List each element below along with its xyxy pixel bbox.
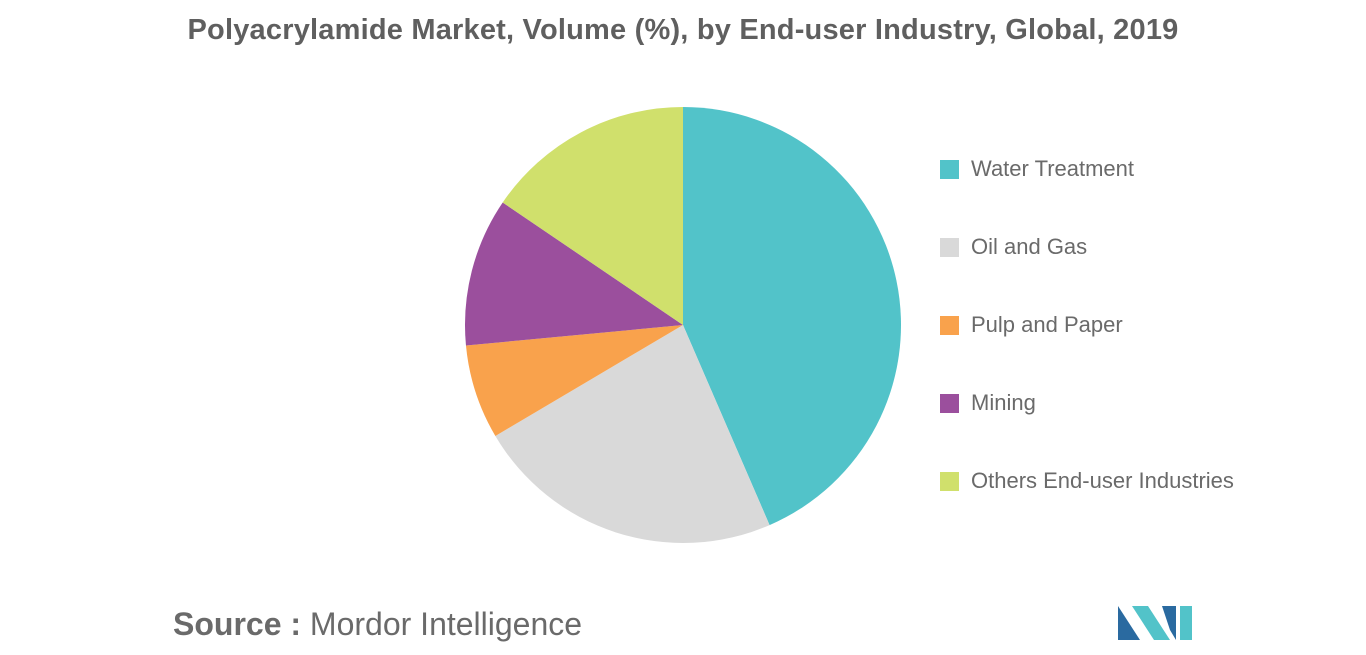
pie-slice-others-end-user-industries [502, 107, 683, 325]
legend-label: Mining [971, 390, 1036, 415]
pie-slice-oil-and-gas [495, 325, 770, 543]
pie-slices [465, 107, 901, 543]
legend-label: Pulp and Paper [971, 312, 1123, 337]
legend-label: Oil and Gas [971, 234, 1088, 259]
chart-title: Polyacrylamide Market, Volume (%), by En… [187, 14, 1179, 46]
pie-slice-mining [465, 202, 683, 346]
chart-legend: Water Treatment Oil and Gas Pulp and Paper… [940, 152, 1234, 542]
logo-right-bar [1180, 606, 1192, 640]
legend-swatch [940, 316, 959, 335]
source-name: Mordor Intelligence [309, 606, 583, 642]
pie-slice-pulp-and-paper [465, 325, 683, 436]
mordor-intelligence-logo [1118, 606, 1192, 640]
legend-label: Others End-user Industries [971, 468, 1234, 493]
pie-slice-water-treatment [683, 107, 901, 526]
logo-right-shape [1162, 606, 1176, 640]
source-prefix: Source : [173, 606, 302, 642]
legend-swatch [940, 160, 959, 179]
legend-item: Mining [940, 386, 1234, 464]
legend-item: Oil and Gas [940, 230, 1234, 308]
legend-item: Pulp and Paper [940, 308, 1234, 386]
legend-swatch [940, 394, 959, 413]
legend-swatch [940, 472, 959, 491]
logo-middle-shape [1132, 606, 1170, 640]
legend-item: Water Treatment [940, 152, 1234, 230]
source-credit: Source : Mordor Intelligence [173, 606, 582, 643]
legend-item: Others End-user Industries [940, 464, 1234, 542]
legend-label: Water Treatment [971, 156, 1135, 181]
legend-swatch [940, 238, 959, 257]
logo-left-shape [1118, 606, 1140, 640]
